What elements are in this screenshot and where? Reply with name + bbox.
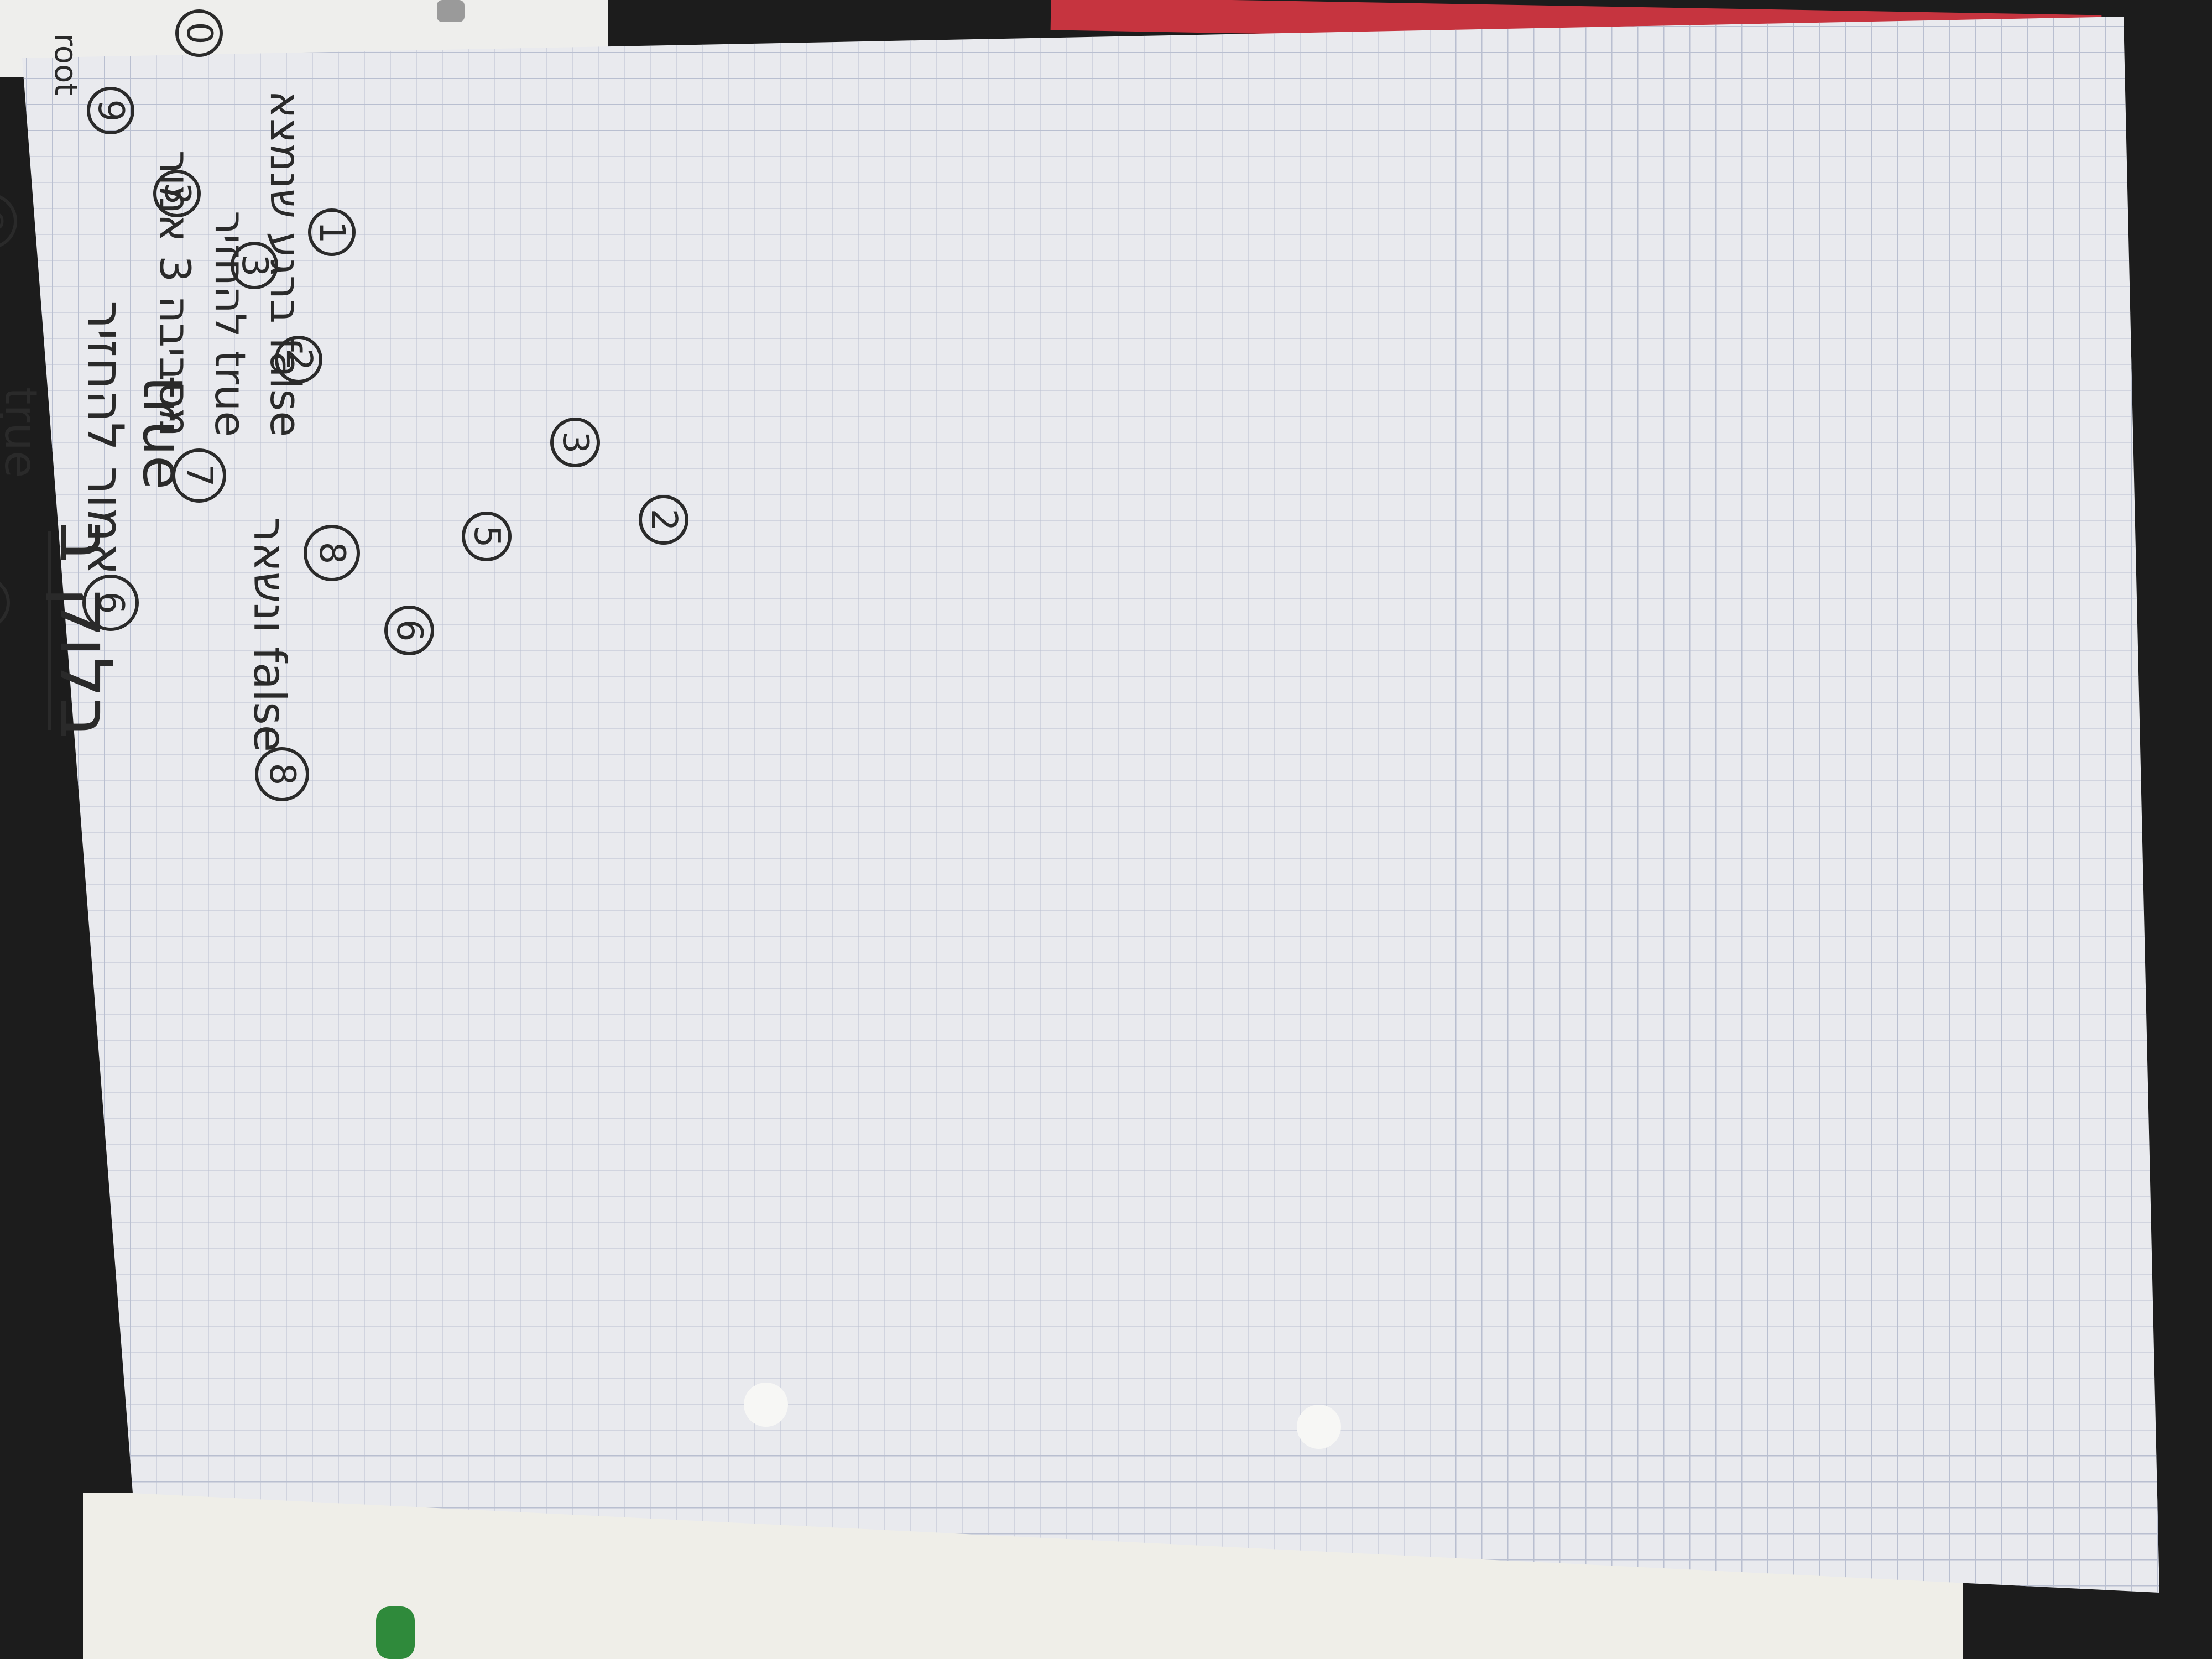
q6-node: 3 (156, 182, 197, 205)
q6-node: 1 (311, 221, 352, 244)
punch-hole (1297, 1405, 1341, 1449)
q7-node: 5 (466, 525, 507, 548)
question-6-marker: 6 (90, 592, 131, 614)
punch-hole (744, 1383, 788, 1427)
q7-node: 3 (555, 431, 596, 454)
question-7-text: מסביבה 3 אמור (150, 150, 200, 437)
q6-node: 2 (278, 348, 319, 371)
handwritten-notes: בלוק ב אמור להחזיר true 5 root 8 אמור לה… (0, 9, 688, 801)
question-6-text: אמור להחזיר (76, 301, 134, 575)
q6-node: 3 (234, 254, 275, 277)
question-8-marker: 8 (262, 763, 302, 786)
question-8-text: ונשאר false (244, 517, 295, 752)
q6-node: 0 (179, 22, 220, 45)
silver-pen (437, 0, 465, 22)
q7-node: 2 (643, 509, 684, 531)
q7-node: 8 (311, 542, 352, 565)
green-pen (376, 1606, 415, 1659)
question-7-marker: 7 (179, 465, 220, 487)
question-5-text: אמור להחזיר (0, 290, 13, 564)
root-label: root (48, 33, 84, 95)
q5-node: 8 (0, 210, 9, 233)
question-6-result: true (131, 376, 195, 489)
q6-node: 9 (90, 100, 131, 122)
question-5-marker: 5 (0, 592, 4, 614)
question-5-result: true (0, 387, 46, 478)
question-7-line2: להחזיר true (206, 211, 255, 437)
q7-node: 6 (389, 619, 430, 642)
graph-paper (22, 17, 2159, 1593)
question-7-line3: ברגע שנמצא false (261, 90, 310, 437)
